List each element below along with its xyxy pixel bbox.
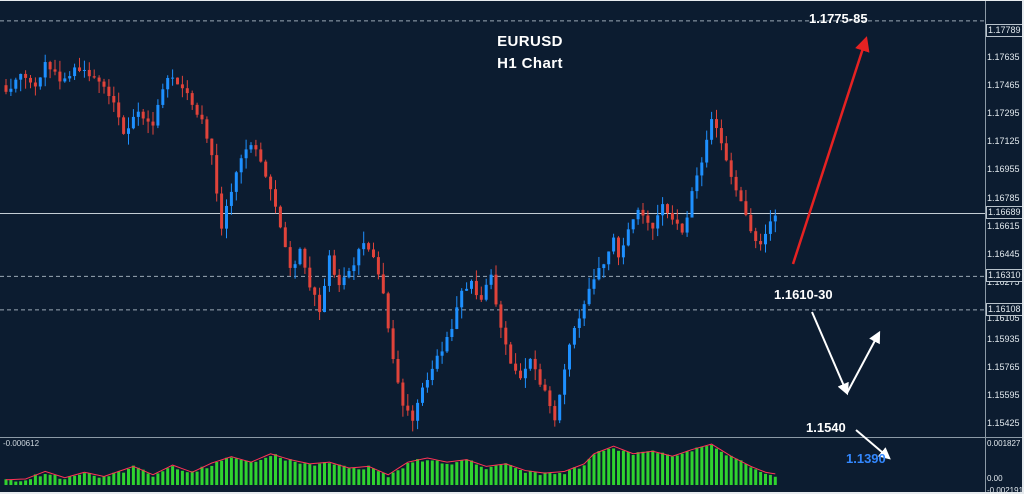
price-tag-label: 1.16108 <box>986 302 1022 316</box>
annotation-arrow <box>791 36 870 265</box>
price-tick-label: 1.16615 <box>987 220 1020 231</box>
price-tick-label: -0.002191 <box>987 486 1024 494</box>
annotation-arrows-layer <box>791 36 891 460</box>
annotation-arrow <box>846 330 881 394</box>
price-tick-label: 1.16105 <box>987 313 1020 324</box>
price-tag-label: 1.16689 <box>986 206 1022 220</box>
support-zone-label: 1.1610-30 <box>774 287 833 302</box>
price-tick-label: 1.16445 <box>987 248 1020 259</box>
annotation-arrow <box>811 311 849 396</box>
indicator-signal-line <box>5 443 776 481</box>
price-tick-label: 1.17635 <box>987 51 1020 62</box>
price-tag-label: 1.16310 <box>986 269 1022 283</box>
level-lines-layer <box>0 20 985 311</box>
price-tick-label: 1.16785 <box>987 192 1020 203</box>
price-tick-label: 1.16955 <box>987 164 1020 175</box>
chart-title: EURUSD H1 Chart <box>455 31 605 75</box>
indicator-value-label: -0.000612 <box>3 439 40 448</box>
support-level-label: 1.1540 <box>806 420 846 435</box>
price-tick-label: 1.15935 <box>987 333 1020 344</box>
price-tick-label: 1.15765 <box>987 361 1020 372</box>
candles-layer <box>4 54 777 432</box>
downside-target-label: 1.1390 <box>846 451 886 466</box>
timeframe-label: H1 Chart <box>497 55 563 72</box>
indicator-histogram-layer <box>4 443 777 485</box>
symbol-label: EURUSD <box>497 33 563 50</box>
price-tick-label: 1.17295 <box>987 107 1020 118</box>
resistance-zone-label: 1.1775-85 <box>809 11 868 26</box>
price-tick-label: 0.00 <box>987 474 1003 483</box>
price-axis[interactable]: 1.17635 1.17465 1.17295 1.17125 1.16955 1.167… <box>986 1 1024 494</box>
price-tick-label: 1.17125 <box>987 136 1020 147</box>
price-tick-label: 1.15425 <box>987 418 1020 429</box>
annotation-arrow <box>855 429 891 460</box>
price-tick-label: 1.15595 <box>987 389 1020 400</box>
price-tick-label: 0.001827 <box>987 439 1021 448</box>
price-tick-label: 1.17465 <box>987 79 1020 90</box>
price-tag-label: 1.17789 <box>986 24 1022 37</box>
